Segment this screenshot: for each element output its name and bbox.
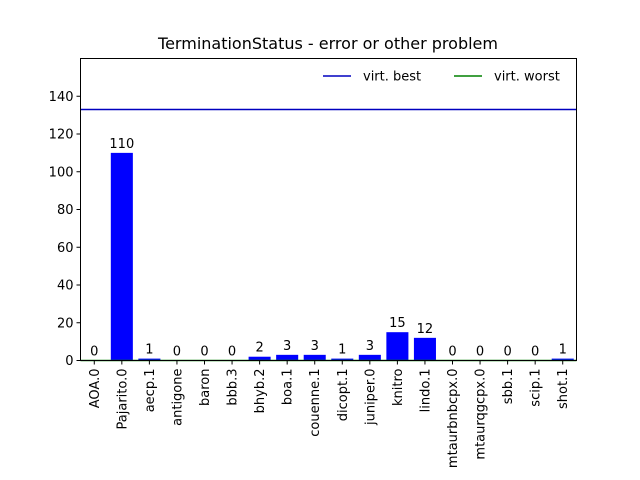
bar-value-label: 0 [503,345,511,360]
x-tick-label: shot.1 [556,369,571,409]
chart-title: TerminationStatus - error or other probl… [157,34,498,53]
bar-value-label: 0 [448,345,456,360]
x-tick-label: juniper.0 [363,369,378,427]
x-tick-label: boa.1 [281,369,296,406]
bar [386,332,409,361]
bar-value-label: 1 [559,343,567,358]
x-axis: AOA.0 Pajarito.0 aecp.1 antigone baron bbb.3 b… [88,360,571,469]
bars-group [110,152,574,361]
bar-value-label: 0 [173,345,181,360]
y-tick-label: 40 [57,279,74,294]
y-tick-label: 80 [57,203,74,218]
bar-value-label: 1 [145,343,153,358]
x-tick-label: mtaurbnbcpx.0 [446,369,461,469]
bar-value-label: 3 [283,339,291,354]
bar [331,358,354,361]
x-tick-label: lindo.1 [418,369,433,413]
bar [303,354,326,361]
bar [413,337,436,361]
y-tick-label: 120 [49,128,74,143]
y-tick-label: 0 [65,354,73,369]
bar [551,358,574,361]
y-tick-label: 140 [49,90,74,105]
y-axis: 0 20 40 60 80 100 120 140 [49,90,81,369]
x-tick-label: couenne.1 [308,369,323,437]
bar-value-label: 3 [366,339,374,354]
bar [138,358,161,361]
y-tick-label: 20 [57,316,74,331]
bar-value-label: 0 [90,345,98,360]
y-tick-label: 60 [57,241,74,256]
bar-value-label: 15 [389,316,406,331]
x-tick-label: sbb.1 [501,369,516,405]
bar-value-label: 12 [417,322,434,337]
bar-value-label: 2 [255,341,263,356]
bar [248,356,271,361]
bar [276,354,299,361]
x-tick-label: antigone [170,369,185,426]
bar-value-label: 110 [109,137,134,152]
bar-value-label: 3 [311,339,319,354]
x-tick-label: bbb.3 [226,369,241,406]
bar-value-label: 0 [476,345,484,360]
bar-value-label: 1 [338,343,346,358]
x-tick-label: knitro [391,368,406,406]
legend-label: virt. best [363,70,421,85]
legend: virt. best virt. worst [323,70,560,85]
x-tick-label: dicopt.1 [336,369,351,422]
bar-labels-group: 0 110 1 0 0 0 2 3 3 1 3 15 12 0 0 0 0 1 [90,137,567,360]
bar-value-label: 0 [531,345,539,360]
x-tick-label: bhyb.2 [253,369,268,414]
reference-lines-group [80,108,577,362]
x-tick-label: Pajarito.0 [115,369,130,430]
y-tick-label: 100 [49,165,74,180]
legend-label: virt. worst [494,70,560,85]
plot-frame [80,58,577,361]
x-tick-label: aecp.1 [143,369,158,413]
x-tick-label: baron [198,369,213,406]
bar-value-label: 0 [228,345,236,360]
x-tick-label: mtaurqgcpx.0 [474,369,489,460]
bar [358,354,381,361]
bar-value-label: 0 [200,345,208,360]
x-tick-label: AOA.0 [88,369,103,409]
bar [110,152,133,361]
x-tick-label: scip.1 [529,369,544,407]
